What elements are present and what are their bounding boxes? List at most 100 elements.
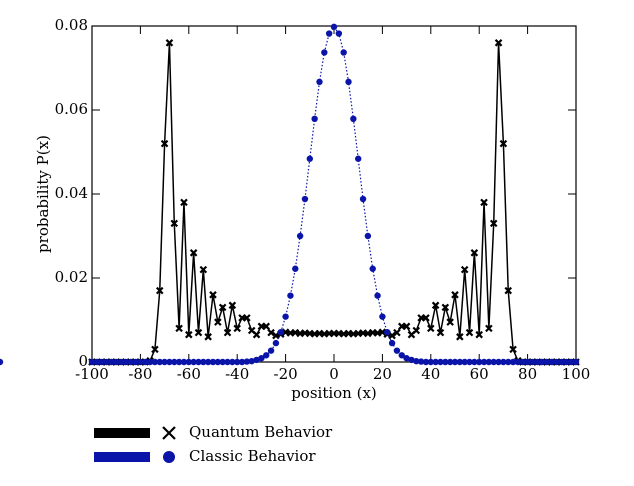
data-point [234,358,241,366]
data-point [422,314,430,322]
data-point [543,358,551,366]
x-tick-label: -80 [128,365,152,383]
data-point [160,139,169,148]
data-point [229,358,236,366]
data-point [238,358,246,366]
data-point [374,292,381,299]
legend-label: Quantum Behavior [189,423,333,441]
legend-marker [163,451,175,463]
data-point [427,358,434,366]
series-line [92,42,576,363]
data-point [161,358,168,366]
data-point [103,358,110,366]
data-point [431,301,440,310]
data-point [436,328,445,337]
data-point [494,39,503,47]
data-point [185,358,192,366]
data-point [442,358,449,366]
x-tick-label: 60 [470,365,489,383]
data-point [563,358,570,366]
data-point [441,303,450,312]
data-point [200,358,207,366]
data-point [223,328,232,337]
series-line [92,25,576,363]
data-point [209,358,217,366]
data-point [248,357,255,365]
data-point [572,358,580,366]
data-point [156,358,163,366]
data-point [277,328,284,336]
data-point [340,49,347,56]
data-point [388,339,396,347]
data-point [461,358,468,366]
data-point [350,115,357,123]
data-point [243,314,251,322]
data-point [504,286,513,295]
data-point [475,330,483,339]
data-point [287,292,294,299]
data-point [146,358,154,366]
data-point [170,219,179,228]
data-point [171,358,178,366]
data-point [412,326,421,335]
data-point [137,358,144,366]
data-point [88,358,96,366]
data-point [460,265,469,274]
data-point [524,358,531,366]
data-point [514,358,522,366]
data-point [446,318,454,326]
data-point [505,358,512,366]
data-point [108,358,115,366]
data-point [209,291,217,299]
data-point [345,78,352,86]
y-tick-label: 0.04 [55,184,88,202]
data-point [113,358,120,366]
y-tick-label: 0 [78,352,88,370]
data-point [393,328,401,337]
data-point [180,358,188,366]
data-point [219,358,226,366]
data-point [175,324,183,333]
data-point [180,198,188,207]
data-point [292,265,299,272]
data-point [451,291,459,299]
data-point [142,358,149,366]
data-point [451,358,459,366]
data-point [408,356,415,364]
x-tick-label: -40 [225,365,249,383]
data-point [480,358,488,366]
data-point [165,39,174,47]
x-tick-label: 40 [421,365,440,383]
data-point [485,358,493,366]
data-point [175,358,183,366]
data-point [558,358,565,366]
data-point [495,358,502,366]
data-point [548,358,555,366]
legend-marker [162,426,176,440]
data-point [0,358,4,366]
x-tick-label: -20 [274,365,298,383]
data-point [553,358,560,366]
data-point [267,347,275,354]
data-point [456,358,464,366]
data-point [422,358,430,366]
data-point [369,265,376,272]
data-point [427,324,435,333]
data-point [185,330,193,339]
data-point [296,232,304,240]
data-point [195,358,202,366]
data-point [519,358,526,366]
data-point [417,358,425,365]
data-point [402,322,411,331]
data-point [330,23,338,31]
data-point [189,249,198,257]
data-point [127,358,134,366]
data-point [509,358,517,366]
data-point [446,358,454,366]
data-point [155,286,164,295]
data-point [393,347,401,354]
data-point [311,115,318,123]
data-point [499,139,508,148]
data-point [398,352,405,359]
y-tick-label: 0.02 [55,268,88,286]
